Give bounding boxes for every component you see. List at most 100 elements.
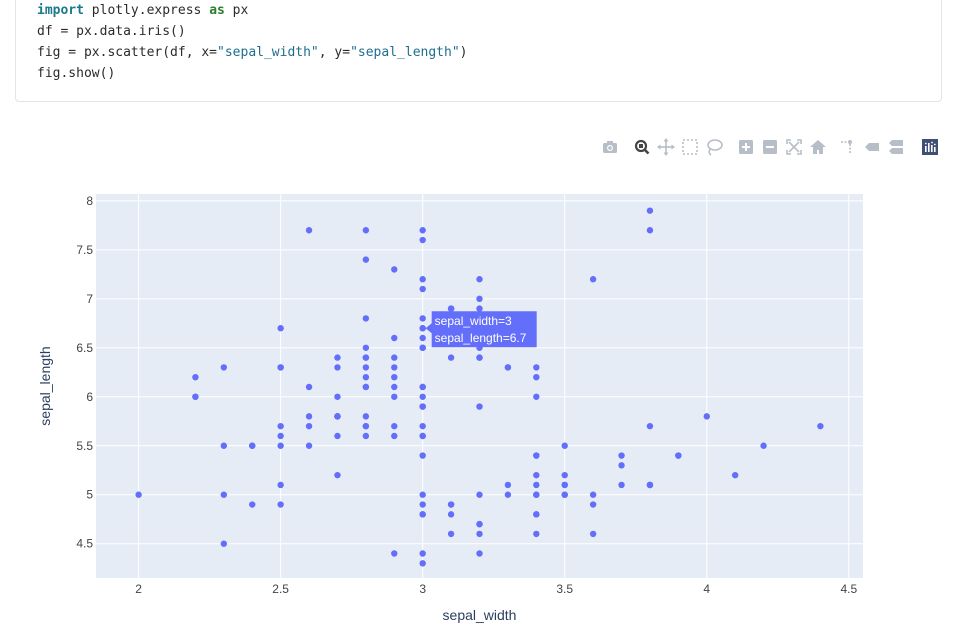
scatter-point[interactable] [646, 207, 654, 214]
scatter-point[interactable] [476, 491, 483, 498]
scatter-point[interactable] [504, 491, 512, 498]
scatter-point[interactable] [419, 452, 426, 459]
scatter-point[interactable] [817, 422, 824, 430]
scatter-point[interactable] [589, 276, 597, 283]
scatter-point[interactable] [220, 491, 228, 498]
scatter-point[interactable] [476, 276, 483, 283]
scatter-point[interactable] [391, 334, 398, 342]
scatter-point[interactable] [391, 432, 398, 440]
scatter-point[interactable] [533, 491, 540, 498]
scatter-point[interactable] [447, 354, 455, 361]
scatter-point[interactable] [391, 393, 398, 400]
hover-closest-icon[interactable] [862, 137, 882, 157]
scatter-point[interactable] [419, 511, 426, 518]
scatter-point[interactable] [362, 373, 370, 381]
zoom-out-icon[interactable] [760, 137, 780, 157]
scatter-point[interactable] [419, 383, 426, 391]
scatter-point[interactable] [419, 560, 426, 567]
scatter-point[interactable] [675, 452, 682, 459]
pan-icon[interactable] [656, 137, 676, 157]
scatter-point[interactable] [419, 285, 426, 293]
scatter-point[interactable] [561, 442, 568, 449]
scatter-point[interactable] [362, 344, 370, 351]
scatter-point[interactable] [305, 413, 313, 420]
scatter-point[interactable] [277, 432, 284, 440]
scatter-point[interactable] [362, 354, 370, 361]
scatter-point[interactable] [533, 471, 540, 479]
scatter-point[interactable] [277, 325, 284, 332]
scatter-point[interactable] [419, 344, 426, 351]
scatter-point[interactable] [419, 236, 426, 244]
scatter-point[interactable] [533, 530, 540, 538]
scatter-point[interactable] [419, 227, 426, 234]
scatter-point[interactable] [334, 471, 341, 479]
scatter-point[interactable] [334, 432, 341, 440]
scatter-point[interactable] [731, 471, 739, 479]
scatter-point[interactable] [220, 364, 228, 371]
scatter-point[interactable] [334, 364, 341, 371]
scatter-point[interactable] [249, 442, 256, 449]
scatter-point[interactable] [703, 413, 710, 420]
plot-area[interactable] [96, 194, 863, 578]
scatter-point[interactable] [249, 501, 256, 508]
scatter-point[interactable] [589, 501, 597, 508]
scatter-point[interactable] [760, 442, 767, 449]
scatter-point[interactable] [504, 364, 512, 371]
scatter-point[interactable] [419, 315, 426, 322]
scatter-point[interactable] [589, 491, 597, 498]
scatter-point[interactable] [419, 550, 426, 557]
scatter-point[interactable] [334, 393, 341, 400]
scatter-point[interactable] [476, 295, 483, 303]
scatter-point[interactable] [419, 501, 426, 508]
scatter-point[interactable] [220, 442, 228, 449]
scatter-point[interactable] [362, 432, 370, 440]
scatter-point[interactable] [618, 462, 625, 469]
scatter-point[interactable] [419, 334, 426, 342]
scatter-point[interactable] [305, 383, 313, 391]
scatter-point[interactable] [192, 373, 199, 381]
scatter-point[interactable] [362, 256, 370, 263]
scatter-point[interactable] [533, 373, 540, 381]
scatter-point[interactable] [277, 422, 284, 430]
scatter-point[interactable] [419, 491, 426, 498]
scatter-point[interactable] [476, 520, 483, 528]
camera-icon[interactable] [600, 137, 620, 157]
plotly-logo-icon[interactable] [920, 137, 940, 157]
scatter-point[interactable] [391, 550, 398, 557]
scatter-point[interactable] [277, 442, 284, 449]
scatter-point[interactable] [419, 276, 426, 283]
scatter-point[interactable] [305, 227, 313, 234]
scatter-point[interactable] [618, 481, 625, 489]
scatter-point[interactable] [533, 511, 540, 518]
scatter-point[interactable] [305, 422, 313, 430]
spike-lines-icon[interactable] [838, 137, 858, 157]
scatter-point[interactable] [447, 530, 455, 538]
scatter-point[interactable] [447, 511, 455, 518]
scatter-point[interactable] [589, 530, 597, 538]
scatter-point[interactable] [362, 364, 370, 371]
scatter-point[interactable] [561, 481, 568, 489]
scatter-point[interactable] [192, 393, 199, 400]
scatter-point[interactable] [391, 266, 398, 273]
scatter-point[interactable] [362, 383, 370, 391]
scatter-point[interactable] [334, 413, 341, 420]
scatter-point[interactable] [476, 354, 483, 361]
hover-compare-icon[interactable] [886, 137, 906, 157]
scatter-point[interactable] [419, 403, 426, 410]
lasso-icon[interactable] [704, 137, 724, 157]
scatter-point[interactable] [135, 491, 142, 498]
scatter-point[interactable] [419, 325, 426, 332]
autoscale-icon[interactable] [784, 137, 804, 157]
scatter-point[interactable] [391, 373, 398, 381]
scatter-point[interactable] [277, 501, 284, 508]
scatter-point[interactable] [476, 550, 483, 557]
scatter-point[interactable] [305, 442, 313, 449]
scatter-point[interactable] [476, 530, 483, 538]
scatter-point[interactable] [504, 481, 512, 489]
scatter-point[interactable] [391, 422, 398, 430]
zoom-in-icon[interactable] [736, 137, 756, 157]
scatter-point[interactable] [561, 491, 568, 498]
scatter-point[interactable] [533, 452, 540, 459]
scatter-point[interactable] [533, 393, 540, 400]
scatter-point[interactable] [618, 452, 625, 459]
